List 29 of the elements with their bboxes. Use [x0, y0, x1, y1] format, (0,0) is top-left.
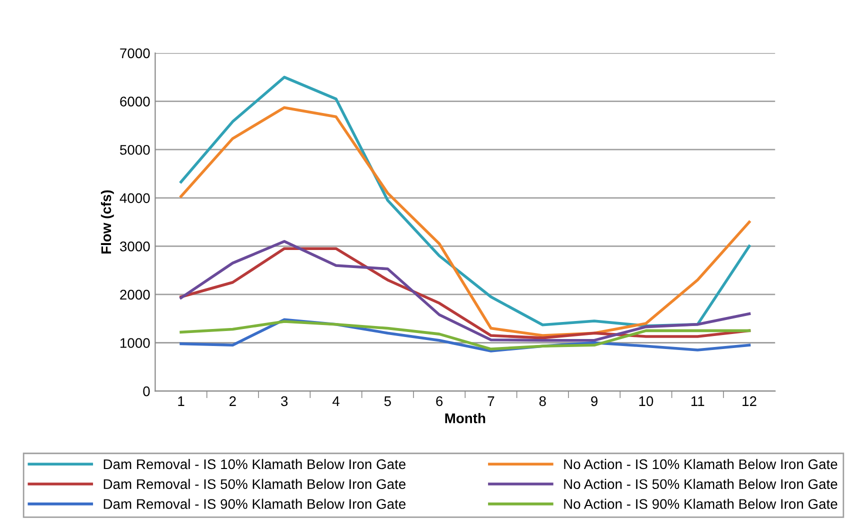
x-tick-label: 3	[281, 396, 288, 406]
y-tick-label: 3000	[120, 242, 150, 252]
legend-label: No Action - IS 90% Klamath Below Iron Gate	[564, 498, 838, 509]
y-tick-label: 6000	[120, 96, 150, 106]
y-axis-title: Flow (cfs)	[100, 190, 114, 254]
x-tick-label: 6	[436, 396, 443, 406]
x-tick-label: 2	[230, 396, 236, 406]
y-tick-label: 5000	[120, 144, 150, 155]
line-series	[180, 106, 751, 337]
y-tick-label: 7000	[120, 48, 150, 58]
legend-label: No Action - IS 10% Klamath Below Iron Gate	[564, 458, 838, 470]
legend-label: No Action - IS 50% Klamath Below Iron Gate	[564, 478, 838, 490]
x-axis-title: Month	[445, 413, 486, 424]
x-tick-label: 7	[488, 396, 494, 406]
x-tick-label: 1	[178, 396, 184, 406]
legend-label: Dam Removal - IS 90% Klamath Below Iron Gate	[104, 498, 406, 509]
x-tick-label: 8	[539, 396, 546, 406]
legend-label: Dam Removal - IS 10% Klamath Below Iron Gate	[104, 458, 406, 470]
y-tick-label: 1000	[120, 338, 150, 348]
x-tick-label: 5	[384, 396, 391, 406]
x-tick-label: 11	[691, 396, 704, 406]
legend-label: Dam Removal - IS 50% Klamath Below Iron Gate	[104, 478, 406, 490]
x-tick-label: 9	[591, 396, 598, 406]
y-tick-label: 2000	[120, 290, 150, 300]
x-tick-label: 4	[332, 396, 340, 406]
y-tick-label: 4000	[120, 193, 150, 204]
x-tick-label: 10	[639, 396, 654, 406]
y-tick-label: 0	[143, 386, 150, 396]
x-tick-label: 12	[742, 396, 756, 406]
